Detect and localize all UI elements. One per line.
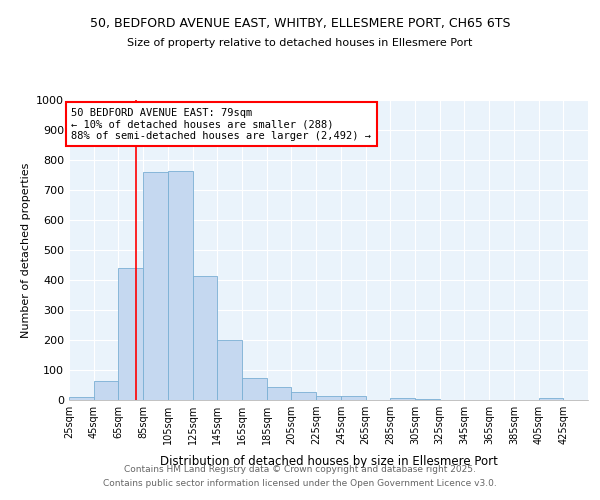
Bar xyxy=(217,340,242,400)
Bar xyxy=(143,172,168,400)
Bar xyxy=(292,392,316,400)
Bar xyxy=(118,268,143,400)
Bar xyxy=(539,398,563,400)
X-axis label: Distribution of detached houses by size in Ellesmere Port: Distribution of detached houses by size … xyxy=(160,456,497,468)
Y-axis label: Number of detached properties: Number of detached properties xyxy=(20,162,31,338)
Bar xyxy=(94,380,118,400)
Bar xyxy=(168,170,193,400)
Bar xyxy=(69,397,94,400)
Text: 50 BEDFORD AVENUE EAST: 79sqm
← 10% of detached houses are smaller (288)
88% of : 50 BEDFORD AVENUE EAST: 79sqm ← 10% of d… xyxy=(71,108,371,140)
Bar xyxy=(267,386,292,400)
Text: Contains public sector information licensed under the Open Government Licence v3: Contains public sector information licen… xyxy=(103,479,497,488)
Bar xyxy=(415,398,440,400)
Bar xyxy=(390,398,415,400)
Bar xyxy=(341,396,365,400)
Text: Size of property relative to detached houses in Ellesmere Port: Size of property relative to detached ho… xyxy=(127,38,473,48)
Bar xyxy=(242,378,267,400)
Bar xyxy=(316,396,341,400)
Bar xyxy=(193,276,217,400)
Text: Contains HM Land Registry data © Crown copyright and database right 2025.: Contains HM Land Registry data © Crown c… xyxy=(124,465,476,474)
Text: 50, BEDFORD AVENUE EAST, WHITBY, ELLESMERE PORT, CH65 6TS: 50, BEDFORD AVENUE EAST, WHITBY, ELLESME… xyxy=(90,18,510,30)
